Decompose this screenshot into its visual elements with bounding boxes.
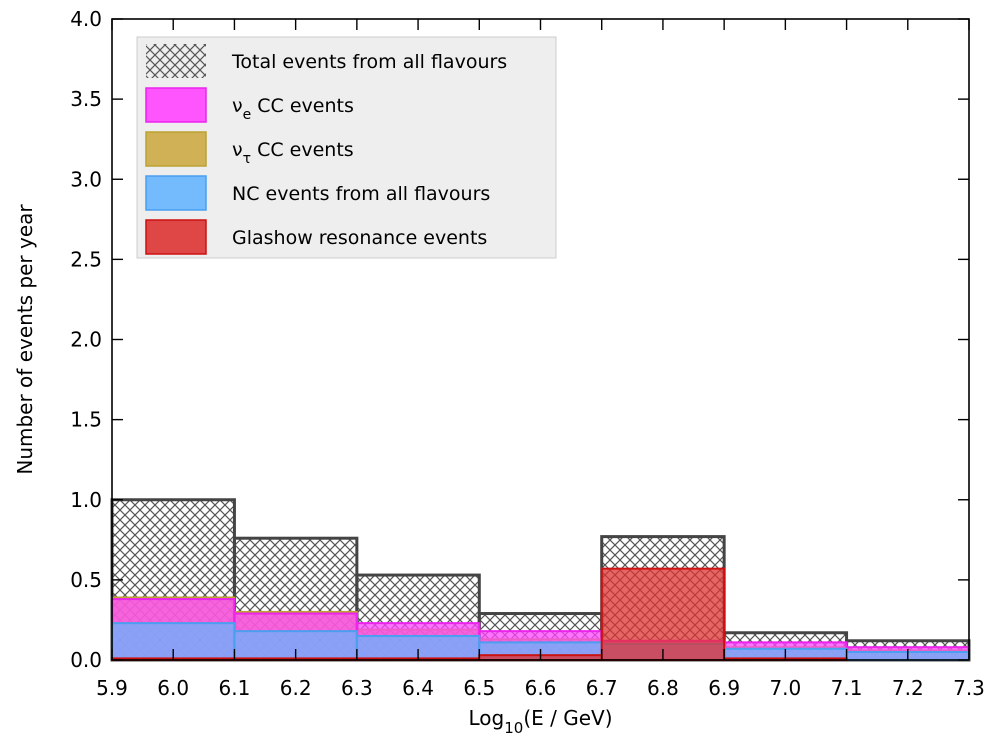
ticks-layer: 5.9 6.0 6.1 6.2 6.3 6.4 6.5 6.6 6.7 6.8 6.9 7.0 7.1 7… xyxy=(70,7,985,700)
legend-label: Total events from all flavours xyxy=(231,51,507,73)
y-tick-label: 1.5 xyxy=(70,408,102,432)
glashow-bar xyxy=(600,567,726,661)
y-tick-label: 0.0 xyxy=(70,648,102,672)
legend-swatch xyxy=(145,131,207,167)
y-tick-label: 0.5 xyxy=(70,568,102,592)
x-axis-label-sub: 10 xyxy=(504,719,523,736)
x-tick-label: 6.8 xyxy=(647,676,679,700)
legend: Total events from all flavours νe CC even… xyxy=(136,36,557,259)
bars-layer xyxy=(110,498,971,662)
x-tick-label: 6.3 xyxy=(341,676,373,700)
legend-label: NC events from all flavours xyxy=(232,183,490,205)
legend-label: ντ CC events xyxy=(232,139,354,167)
y-tick-label: 3.0 xyxy=(70,167,102,191)
x-tick-label: 6.5 xyxy=(463,676,495,700)
y-tick-label: 4.0 xyxy=(70,7,102,31)
legend-item-glashow: Glashow resonance events xyxy=(145,219,487,255)
legend-label: Glashow resonance events xyxy=(232,227,487,249)
legend-swatch xyxy=(146,44,206,78)
legend-item-nue-cc: νe CC events xyxy=(145,87,354,123)
x-tick-label: 6.9 xyxy=(708,676,740,700)
x-tick-label: 6.2 xyxy=(280,676,312,700)
x-axis-label: Log10(E / GeV) xyxy=(468,706,612,736)
x-axis-label-rest: (E / GeV) xyxy=(523,706,612,730)
legend-item-nc: NC events from all flavours xyxy=(145,175,490,211)
x-tick-label: 6.6 xyxy=(525,676,557,700)
legend-item-total: Total events from all flavours xyxy=(146,44,507,78)
x-tick-label: 7.3 xyxy=(953,676,985,700)
y-tick-label: 3.5 xyxy=(70,87,102,111)
legend-swatch xyxy=(145,87,207,123)
y-axis-label: Number of events per year xyxy=(13,204,37,475)
legend-swatch xyxy=(145,219,207,255)
x-tick-label: 6.7 xyxy=(586,676,618,700)
x-tick-label: 6.4 xyxy=(402,676,434,700)
y-tick-label: 2.5 xyxy=(70,247,102,271)
y-tick-label: 2.0 xyxy=(70,328,102,352)
legend-box xyxy=(136,36,557,259)
y-tick-label: 1.0 xyxy=(70,488,102,512)
x-tick-label: 7.1 xyxy=(831,676,863,700)
x-tick-label: 7.0 xyxy=(769,676,801,700)
legend-swatch xyxy=(145,175,207,211)
x-tick-label: 6.0 xyxy=(157,676,189,700)
x-tick-label: 5.9 xyxy=(96,676,128,700)
legend-label: νe CC events xyxy=(232,95,354,123)
x-axis-label-base: Log xyxy=(468,706,504,730)
legend-item-nutau-cc: ντ CC events xyxy=(145,131,354,167)
x-tick-label: 6.1 xyxy=(219,676,251,700)
x-tick-label: 7.2 xyxy=(892,676,924,700)
